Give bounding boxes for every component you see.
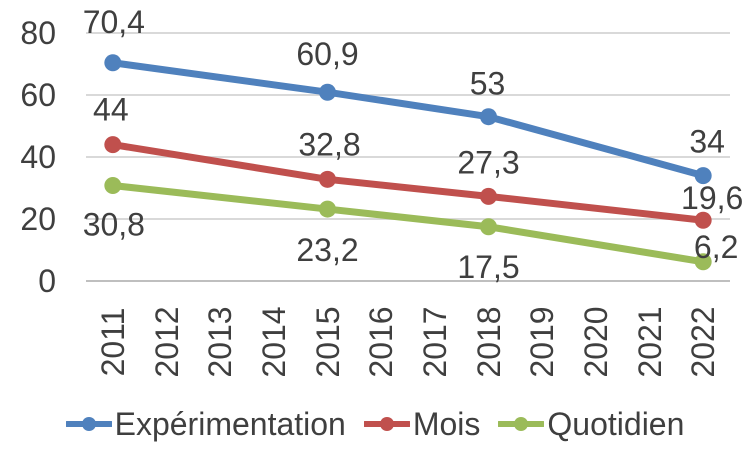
data-label: 17,5 — [457, 249, 519, 285]
x-axis-tick-label: 2015 — [309, 306, 346, 378]
data-point-marker — [480, 187, 497, 205]
series-line-quotidien — [109, 182, 707, 266]
data-label: 44 — [93, 92, 129, 128]
x-axis-tick-label: 2021 — [631, 306, 668, 378]
y-axis-tick-label: 40 — [20, 139, 56, 175]
legend-line-marker-icon — [363, 417, 410, 431]
x-axis-tick-label: 2019 — [524, 306, 561, 378]
x-axis-tick-label: 2013 — [202, 306, 239, 378]
data-point-marker — [104, 136, 122, 154]
x-axis-tick-label: 2018 — [470, 306, 507, 378]
data-point-marker — [480, 108, 497, 126]
x-axis-tick-label: 2017 — [416, 306, 453, 378]
chart-legend: Expérimentation Mois Quotidien — [0, 403, 750, 445]
y-axis-tick-label: 20 — [20, 201, 56, 237]
data-point-marker — [104, 177, 122, 195]
x-axis-tick-label: 2014 — [255, 306, 292, 378]
data-point-marker — [694, 253, 712, 271]
data-point-marker — [319, 200, 336, 218]
x-axis-tick-label: 2011 — [94, 307, 131, 377]
legend-line-marker-icon — [498, 417, 545, 431]
data-point-marker — [694, 211, 712, 229]
data-label: 23,2 — [296, 232, 358, 268]
x-axis-tick-label: 2016 — [363, 306, 400, 378]
x-axis-tick-label: 2022 — [685, 306, 722, 378]
data-label: 53 — [470, 66, 506, 102]
legend-line-marker-icon — [65, 417, 112, 431]
data-label: 30,8 — [83, 207, 145, 243]
data-label: 6,2 — [694, 229, 738, 265]
data-label: 27,3 — [457, 144, 519, 180]
y-axis-tick-label: 60 — [20, 77, 56, 113]
y-axis-tick-label: 0 — [38, 263, 56, 299]
data-label: 60,9 — [296, 36, 358, 72]
data-point-marker — [480, 218, 497, 236]
data-label: 19,6 — [681, 180, 743, 216]
series-line-experimentation — [109, 59, 707, 180]
series-line-mois — [109, 141, 707, 224]
y-axis-tick-label: 80 — [20, 15, 56, 51]
data-label: 32,8 — [298, 126, 360, 162]
legend-item-mois: Mois — [363, 405, 481, 443]
legend-label: Quotidien — [547, 405, 685, 442]
data-label: 70,4 — [83, 4, 145, 40]
x-axis-tick-label: 2020 — [577, 306, 614, 378]
legend-item-experimentation: Expérimentation — [65, 405, 346, 443]
legend-label: Mois — [412, 405, 481, 442]
x-axis-tick-label: 2012 — [148, 306, 185, 378]
legend-item-quotidien: Quotidien — [498, 406, 684, 443]
data-point-marker — [694, 167, 712, 185]
data-label: 34 — [689, 124, 725, 160]
legend-label: Expérimentation — [114, 405, 346, 442]
data-point-marker — [319, 170, 336, 188]
data-point-marker — [104, 54, 122, 72]
data-point-marker — [319, 83, 336, 101]
